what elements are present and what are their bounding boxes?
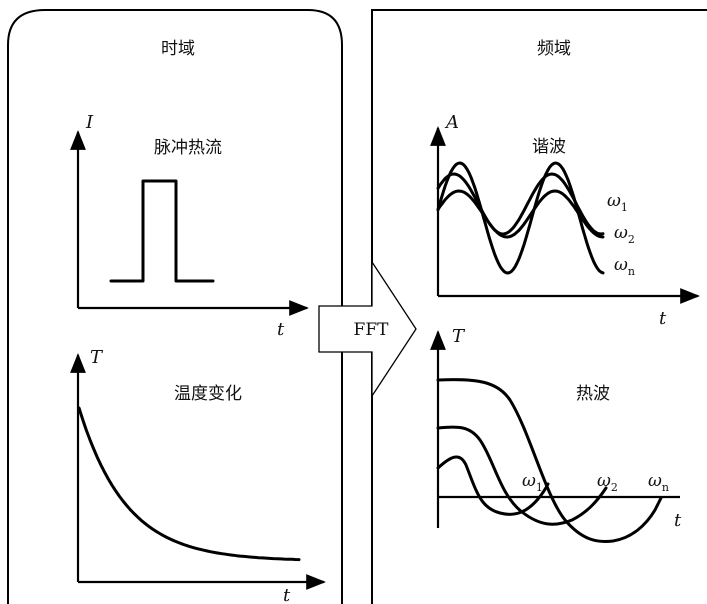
harmonic-wave-1 — [436, 172, 605, 236]
temp-x-label: t — [283, 585, 291, 604]
fft-arrow-shape — [318, 259, 417, 399]
frequency-domain-title: 频域 — [537, 39, 571, 59]
pulse-curve — [109, 179, 215, 283]
thermal-marker-2: ω2 — [597, 471, 618, 494]
thermal-wave-1 — [436, 378, 663, 543]
temp-y-label: T — [90, 347, 104, 368]
pulse-x-label: t — [277, 319, 285, 340]
thermal-waves-chart: T t 热波 ω1 ω2 ωn — [430, 326, 682, 543]
thermal-marker-n: ωn — [648, 471, 669, 494]
thermal-y-label: T — [452, 326, 466, 347]
fft-arrow: FFT — [318, 259, 417, 399]
time-domain-panel — [7, 9, 343, 604]
harmonics-y-label: A — [444, 112, 459, 133]
thermal-x-label: t — [674, 510, 682, 531]
frequency-domain-panel — [371, 9, 707, 604]
harmonic-label-1: ω1 — [607, 191, 628, 214]
harmonics-title: 谐波 — [532, 137, 566, 157]
harmonic-label-2: ω2 — [614, 223, 635, 246]
pulse-y-label: I — [85, 112, 94, 133]
harmonic-label-n: ωn — [614, 255, 635, 278]
harmonics-chart: A t 谐波 ω1 ω2 ωn — [430, 112, 700, 329]
harmonic-wave-n — [436, 161, 605, 275]
thermal-marker-1: ω1 — [522, 471, 543, 494]
fft-label: FFT — [354, 320, 390, 340]
temperature-change-chart: T t 温度变化 — [70, 347, 326, 604]
temp-title: 温度变化 — [174, 384, 242, 404]
harmonic-wave-2 — [436, 189, 605, 239]
pulse-title: 脉冲热流 — [154, 138, 222, 158]
pulse-heat-flow-chart: I t 脉冲热流 — [70, 112, 309, 340]
thermal-title: 热波 — [576, 384, 610, 404]
time-domain-title: 时域 — [161, 39, 195, 59]
thermal-wave-n — [436, 455, 550, 516]
harmonics-x-label: t — [659, 308, 667, 329]
temp-decay-curve — [77, 406, 301, 562]
thermal-wave-2 — [436, 425, 608, 526]
